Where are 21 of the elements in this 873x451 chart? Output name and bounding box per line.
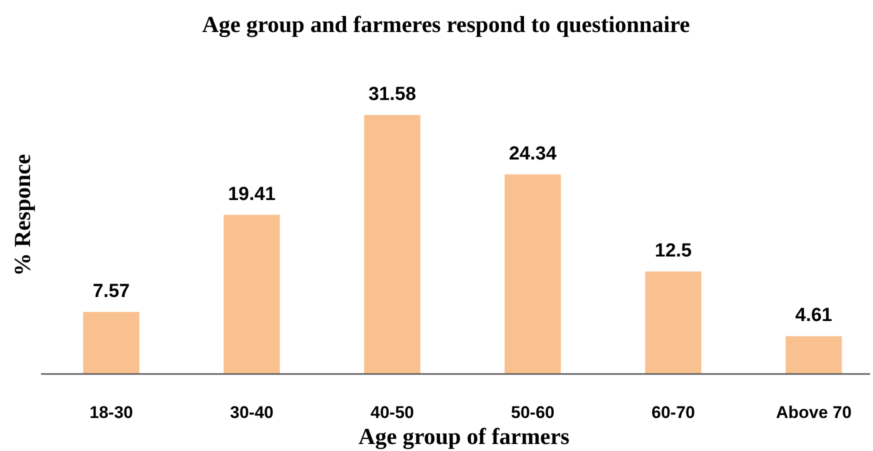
x-tick-label: Above 70 [776, 403, 852, 422]
data-label: 31.58 [368, 84, 416, 105]
bar [83, 312, 140, 374]
x-axis-title: Age group of farmers [358, 424, 570, 450]
data-label: 4.61 [795, 305, 833, 326]
y-axis-title: % Responce [10, 154, 35, 276]
chart-title: Age group and farmeres respond to questionnaire [202, 12, 690, 38]
x-tick-label: 30-40 [230, 403, 274, 422]
data-label: 7.57 [92, 280, 130, 302]
bar [645, 271, 702, 374]
x-tick-label: 40-50 [370, 403, 414, 422]
bar [786, 336, 842, 374]
bar [224, 214, 280, 374]
x-tick-label: 18-30 [90, 403, 133, 422]
data-label: 19.41 [228, 184, 276, 205]
x-tick-label: 60-70 [652, 403, 695, 422]
bar [364, 115, 420, 374]
data-label: 12.5 [654, 240, 692, 262]
bar [504, 174, 561, 374]
data-label: 24.34 [508, 143, 557, 164]
x-tick-label: 50-60 [511, 403, 554, 422]
